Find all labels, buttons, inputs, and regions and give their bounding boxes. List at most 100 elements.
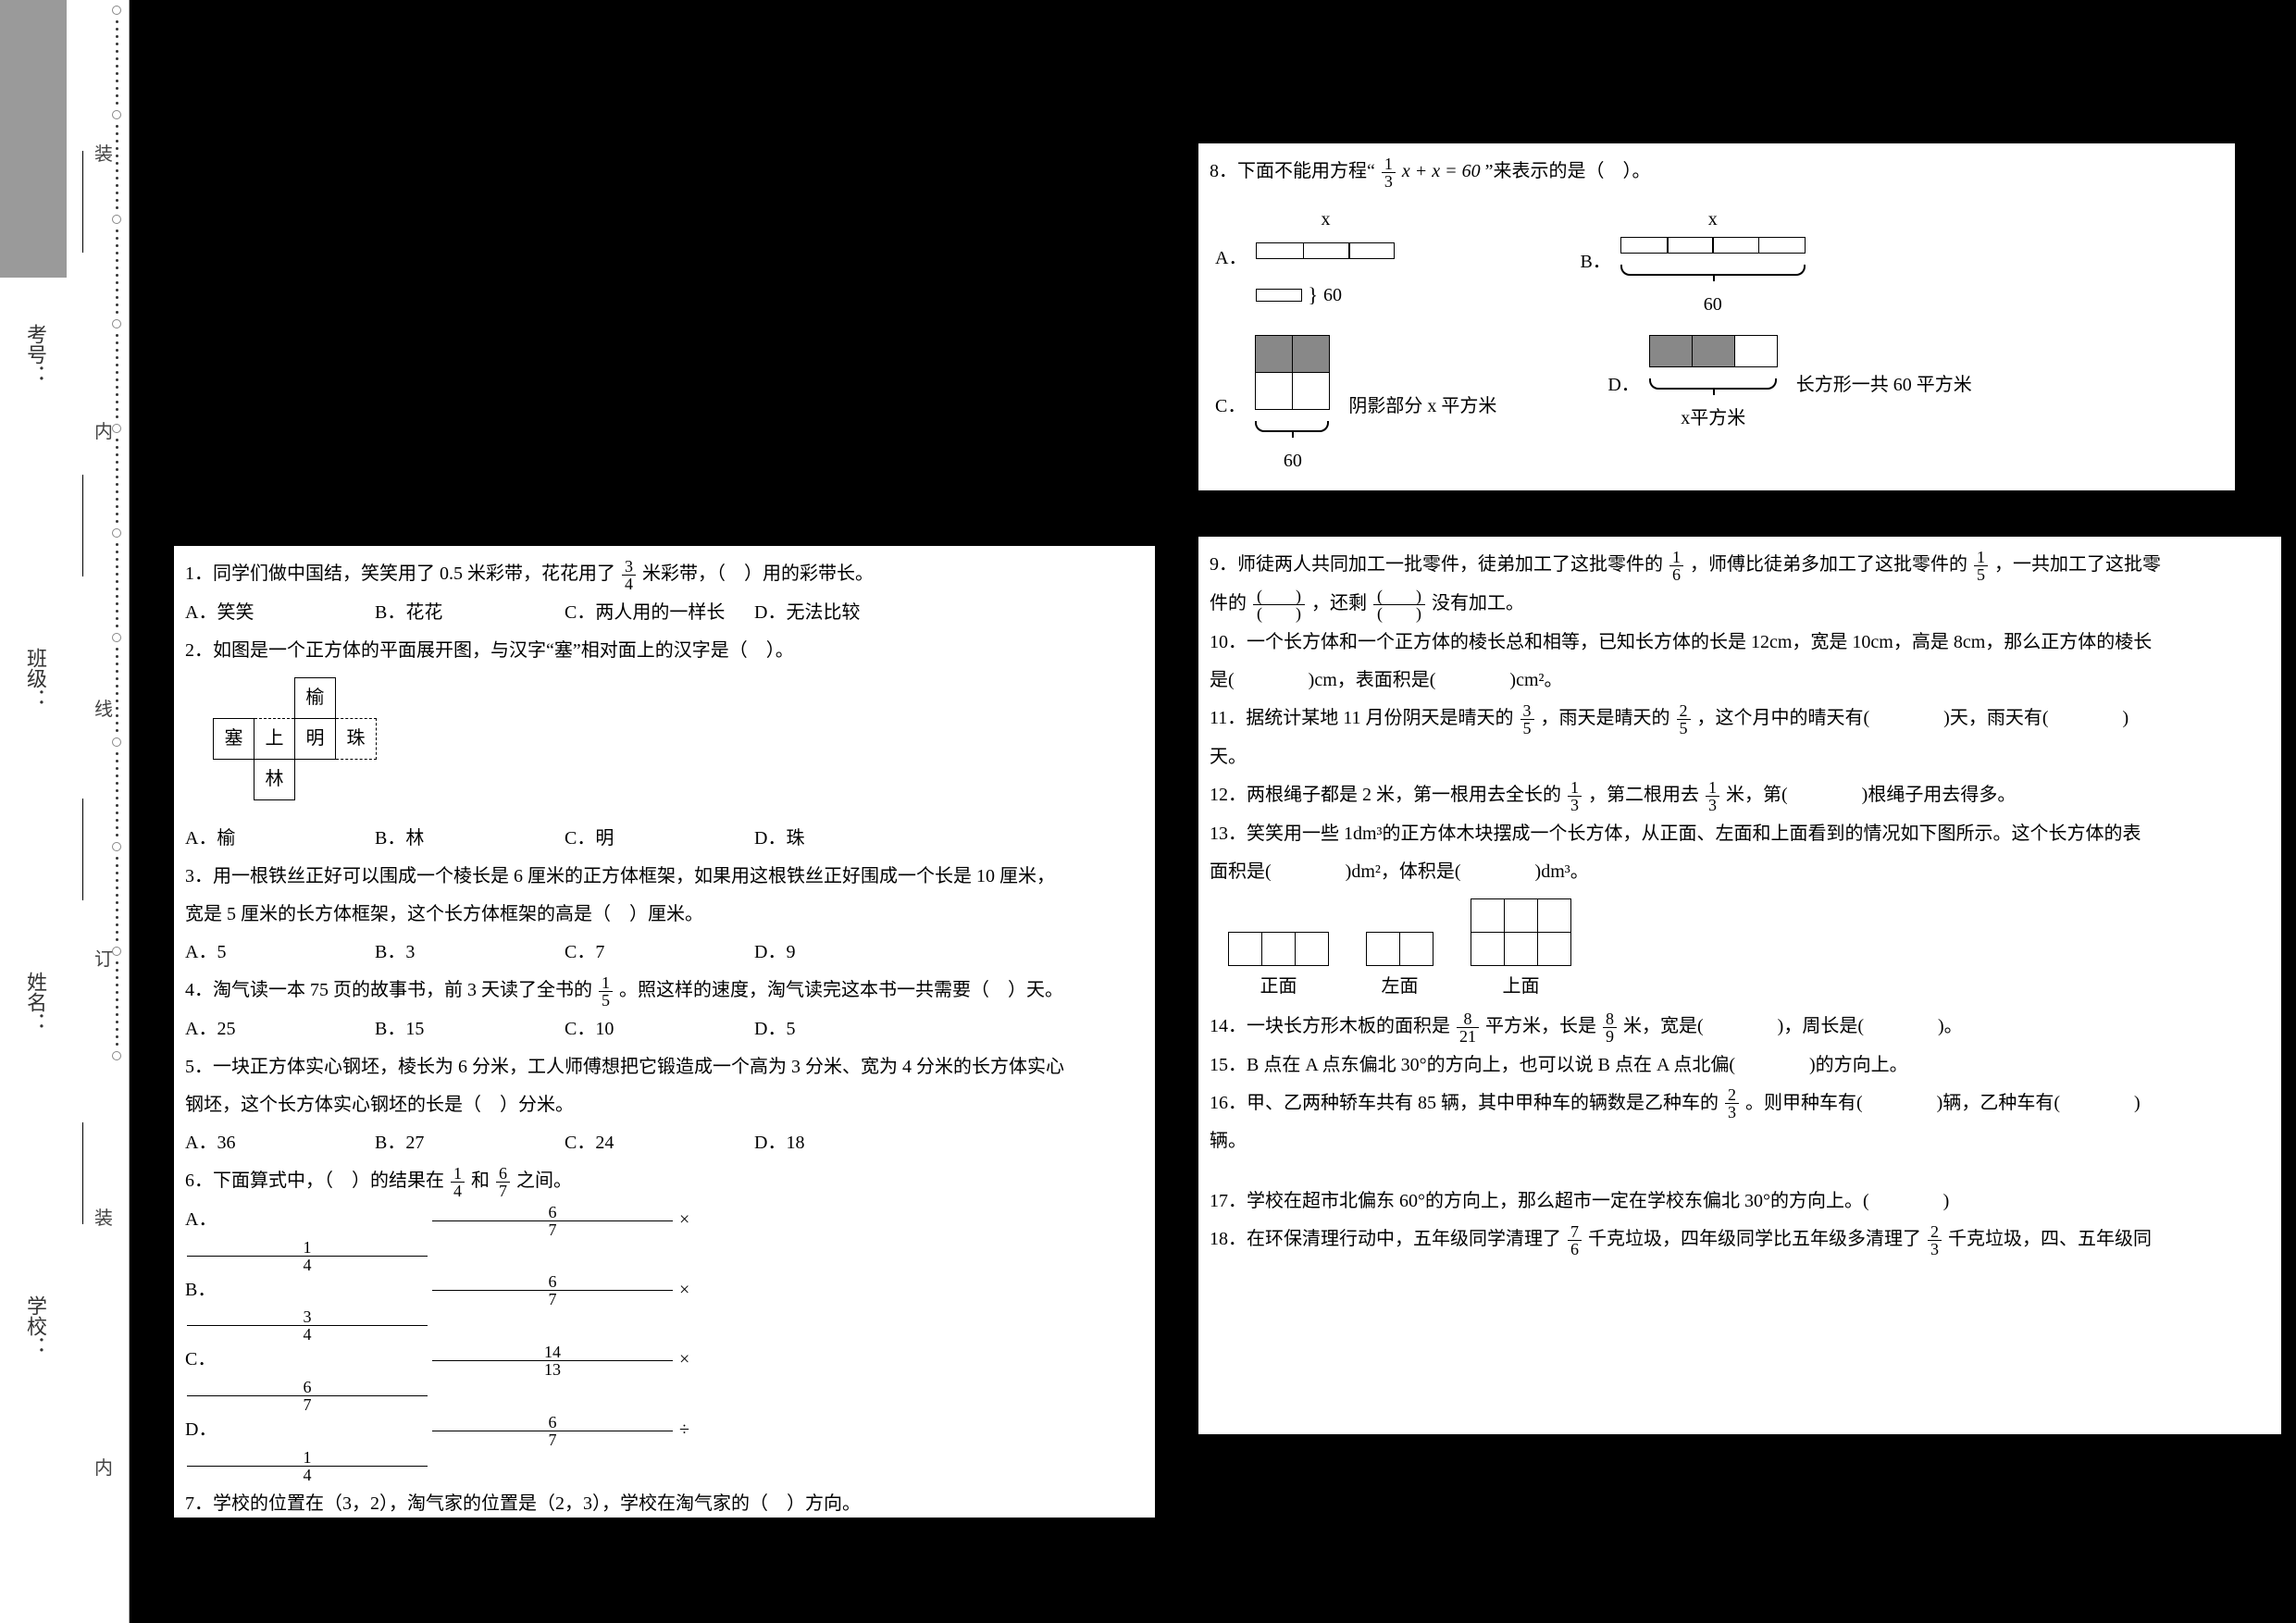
fold-mark: 内 (93, 1453, 114, 1480)
q8-opt-a: A． x } 60 (1215, 203, 1395, 315)
q8-opt-b: B． x 60 (1580, 203, 1805, 322)
q5-l1: 5．一块正方体实心钢坯，棱长为 6 分米，工人师傅想把它锻造成一个高为 3 分米… (185, 1050, 1144, 1084)
binding-strip (0, 0, 67, 278)
q3-opt-c: C．7 (565, 935, 750, 970)
q4-text-b: 。照这样的速度，淘气读完这本书一共需要（ ）天。 (619, 980, 1063, 1000)
q1-opt-d: D．无法比较 (754, 596, 939, 630)
q4-opt-a: A．25 (185, 1012, 370, 1047)
q5-l2: 钢坯，这个长方体实心钢坯的长是（ ）分米。 (185, 1088, 1144, 1122)
q8-text-a: 8．下面不能用方程“ (1210, 161, 1375, 181)
q6-f1: 14 (451, 1165, 465, 1199)
q8-stem: 8．下面不能用方程“ 13 x + x = 60 ”来表示的是（ ）。 (1210, 155, 2224, 190)
q4-text-a: 4．淘气读一本 75 页的故事书，前 3 天读了全书的 (185, 980, 592, 1000)
q2-cube-net: 榆 塞 上 明 珠 林 (213, 677, 377, 800)
q13-views: 正面 左面 上面 (1228, 898, 2270, 1004)
q3-opt-b: B．3 (375, 935, 560, 970)
field-name: 姓名： (20, 972, 50, 1033)
q6-opt-a: A． 67 × 14 (185, 1203, 1144, 1273)
q3-l2: 宽是 5 厘米的长方体框架，这个长方体框架的高是（ ）厘米。 (185, 898, 1144, 932)
q7-text: 7．学校的位置在（3，2），淘气家的位置是（2，3），学校在淘气家的（ ）方向。 (185, 1487, 1144, 1521)
q1-opt-b: B．花花 (375, 596, 560, 630)
q7-opt-d: D．东偏南 60° (185, 1559, 426, 1593)
panel-left: 1．同学们做中国结，笑笑用了 0.5 米彩带，花花用了 34 米彩带，（ ）用的… (174, 546, 1155, 1518)
q7-options: A．北偏西 60° B．北偏西 45° C．东偏南 45° D．东偏南 60° (185, 1525, 1144, 1593)
q17: 17．学校在超市北偏东 60°的方向上，那么超市一定在学校东偏北 30°的方向上… (1210, 1184, 2270, 1219)
q6-options: A． 67 × 14 B． 67 × 34 C． 1413 × 67 D． 67… (185, 1203, 1144, 1483)
blank-line (82, 799, 97, 900)
q10-l2: 是( )cm，表面积是( )cm²。 (1210, 663, 2270, 698)
q2-options: A．榆 B．林 C．明 D．珠 (185, 822, 1144, 856)
field-examno: 考号： (20, 324, 50, 385)
q6-f2: 67 (496, 1165, 510, 1199)
q6-text-b: 之间。 (516, 1171, 572, 1191)
panel-right-fill: 9．师徒两人共同加工一批零件，徒弟加工了这批零件的 16 ，师傅比徒弟多加工了这… (1198, 537, 2281, 1434)
q15: 15．B 点在 A 点东偏北 30°的方向上，也可以说 B 点在 A 点北偏( … (1210, 1048, 2270, 1083)
q16-l1: 16．甲、乙两种轿车共有 85 辆，其中甲种车的辆数是乙种车的 23 。则甲种车… (1210, 1086, 2270, 1121)
q18: 18．在环保清理行动中，五年级同学清理了 76 千克垃圾，四年级同学比五年级多清… (1210, 1222, 2270, 1258)
q6: 6．下面算式中，（ ）的结果在 14 和 67 之间。 (185, 1164, 1144, 1199)
q6-text-a: 6．下面算式中，（ ）的结果在 (185, 1171, 444, 1191)
q7-opt-c: C．东偏南 45° (676, 1525, 916, 1559)
q2-opt-b: B．林 (375, 822, 560, 856)
q2-opt-a: A．榆 (185, 822, 370, 856)
q13-front-view: 正面 (1228, 932, 1329, 1004)
fold-dotline: for(let i=0;i<12;i++)document.write('<di… (116, 0, 118, 1623)
q1-options: A．笑笑 B．花花 C．两人用的一样长 D．无法比较 (185, 596, 1144, 630)
q1-frac: 34 (622, 558, 636, 592)
q8-eq-rest: x + x = 60 (1402, 161, 1481, 181)
q7-opt-a: A．北偏西 60° (185, 1525, 426, 1559)
q5-opt-b: B．27 (375, 1126, 560, 1160)
panel-q8: 8．下面不能用方程“ 13 x + x = 60 ”来表示的是（ ）。 A． x… (1198, 143, 2235, 490)
q3-opt-a: A．5 (185, 935, 370, 970)
q8-opt-d: D． x平方米 长方形一共 60 平方米 (1607, 335, 1971, 436)
q8-text-b: ”来表示的是（ ）。 (1485, 161, 1651, 181)
q1: 1．同学们做中国结，笑笑用了 0.5 米彩带，花花用了 34 米彩带，（ ）用的… (185, 557, 1144, 592)
q6-opt-c: C． 1413 × 67 (185, 1343, 1144, 1413)
q11-l2: 天。 (1210, 740, 2270, 774)
fold-mark: 订 (93, 944, 114, 971)
q4-opt-c: C．10 (565, 1012, 750, 1047)
field-class: 班级： (20, 648, 50, 709)
q4: 4．淘气读一本 75 页的故事书，前 3 天读了全书的 15 。照这样的速度，淘… (185, 973, 1144, 1009)
q5-options: A．36 B．27 C．24 D．18 (185, 1126, 1144, 1160)
q1-opt-c: C．两人用的一样长 (565, 596, 750, 630)
q8-row-cd: C． 60 阴影部分 x 平方米 D． x平方米 长方形一共 60 平方米 (1215, 335, 2224, 478)
q4-opt-b: B．15 (375, 1012, 560, 1047)
fold-mark: 内 (93, 416, 114, 443)
q1-text-b: 米彩带，（ ）用的彩带长。 (642, 564, 874, 584)
q4-options: A．25 B．15 C．10 D．5 (185, 1012, 1144, 1047)
q4-opt-d: D．5 (754, 1012, 939, 1047)
q5-opt-a: A．36 (185, 1126, 370, 1160)
q5-opt-d: D．18 (754, 1126, 939, 1160)
binding-margin: 学校： 姓名： 班级： 考号： for(let i=0;i<12;i++)doc… (0, 0, 130, 1623)
q3-options: A．5 B．3 C．7 D．9 (185, 935, 1144, 970)
q6-opt-b: B． 67 × 34 (185, 1273, 1144, 1344)
q3-l1: 3．用一根铁丝正好可以围成一个棱长是 6 厘米的正方体框架，如果用这根铁丝正好围… (185, 860, 1144, 894)
q16-l2: 辆。 (1210, 1124, 2270, 1158)
q13-l1: 13．笑笑用一些 1dm³的正方体木块摆成一个长方体，从正面、左面和上面看到的情… (1210, 817, 2270, 851)
q14: 14．一块长方形木板的面积是 821 平方米，长是 89 米，宽是( )，周长是… (1210, 1010, 2270, 1045)
q4-frac: 15 (599, 974, 613, 1009)
field-school: 学校： (20, 1295, 50, 1357)
q10-l1: 10．一个长方体和一个正方体的棱长总和相等，已知长方体的长是 12cm，宽是 1… (1210, 626, 2270, 660)
fold-mark: 装 (93, 139, 114, 166)
q3-opt-d: D．9 (754, 935, 939, 970)
q9-l2: 件的 ( )( ) ，还剩 ( )( ) 没有加工。 (1210, 587, 2270, 622)
q7-opt-b: B．北偏西 45° (430, 1525, 671, 1559)
q2-opt-c: C．明 (565, 822, 750, 856)
q1-text-a: 1．同学们做中国结，笑笑用了 0.5 米彩带，花花用了 (185, 564, 615, 584)
q8-row-ab: A． x } 60 B． x (1215, 203, 2224, 322)
q13-top-view: 上面 (1471, 898, 1571, 1004)
q13-left-view: 左面 (1366, 932, 1433, 1004)
blank-line (82, 151, 97, 253)
q1-opt-a: A．笑笑 (185, 596, 370, 630)
fold-mark: 装 (93, 1203, 114, 1230)
q8-opt-c: C． 60 阴影部分 x 平方米 (1215, 335, 1496, 478)
blank-line (82, 475, 97, 576)
fold-mark: 线 (93, 694, 114, 721)
q11-l1: 11．据统计某地 11 月份阴天是晴天的 35 ，雨天是晴天的 25 ，这个月中… (1210, 701, 2270, 737)
q8-eq-frac: 13 (1382, 155, 1396, 190)
q2-text: 2．如图是一个正方体的平面展开图，与汉字“塞”相对面上的汉字是（ ）。 (185, 634, 1144, 668)
page-dark-area: 1．同学们做中国结，笑笑用了 0.5 米彩带，花花用了 34 米彩带，（ ）用的… (130, 0, 2296, 1623)
q12: 12．两根绳子都是 2 米，第一根用去全长的 13 ，第二根用去 13 米，第(… (1210, 778, 2270, 813)
